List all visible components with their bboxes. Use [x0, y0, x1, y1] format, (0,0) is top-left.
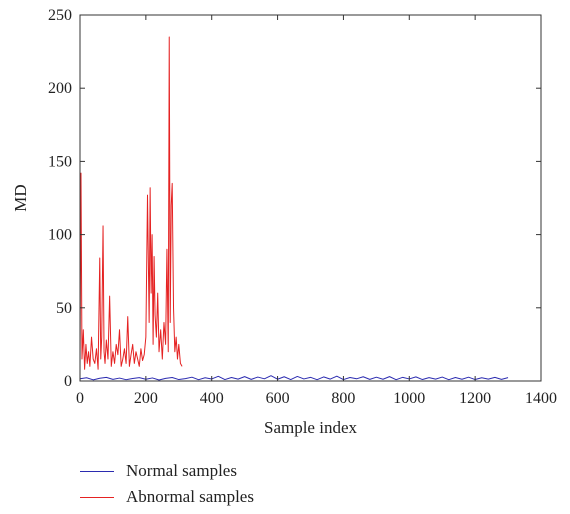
y-tick-label: 0: [64, 373, 72, 390]
x-tick-label: 600: [266, 390, 290, 407]
y-tick-label: 200: [48, 80, 72, 97]
legend-label-abnormal: Abnormal samples: [126, 487, 254, 506]
series-line-normal: [79, 375, 509, 381]
x-axis-label: Sample index: [264, 418, 358, 437]
plot-area: [80, 15, 541, 381]
x-tick-label: 1400: [525, 390, 557, 407]
x-tick-label: 200: [134, 390, 158, 407]
x-tick-label: 1200: [459, 390, 491, 407]
y-tick-label: 250: [48, 7, 72, 24]
y-axis-label: MD: [11, 184, 30, 211]
x-tick-label: 1000: [393, 390, 425, 407]
series-line-abnormal: [79, 36, 183, 370]
legend: Normal samples Abnormal samples: [80, 458, 254, 510]
legend-line-abnormal: [80, 496, 114, 498]
tick-layer: 0 200 400 600 800 1000 1200 1400 0 50 100 150 200 250: [48, 7, 557, 407]
legend-item-abnormal: Abnormal samples: [80, 484, 254, 510]
plot-frame: [79, 14, 542, 382]
series-layer: [79, 36, 509, 381]
legend-line-normal: [80, 470, 114, 472]
legend-item-normal: Normal samples: [80, 458, 254, 484]
x-tick-label: 0: [76, 390, 84, 407]
legend-label-normal: Normal samples: [126, 461, 237, 480]
y-tick-label: 150: [48, 153, 72, 170]
x-tick-label: 800: [331, 390, 355, 407]
chart: 0 200 400 600 800 1000 1200 1400 0 50 100 150 200 250…: [11, 7, 557, 437]
y-tick-label: 100: [48, 227, 72, 244]
y-tick-label: 50: [56, 300, 72, 317]
x-tick-label: 400: [200, 390, 224, 407]
